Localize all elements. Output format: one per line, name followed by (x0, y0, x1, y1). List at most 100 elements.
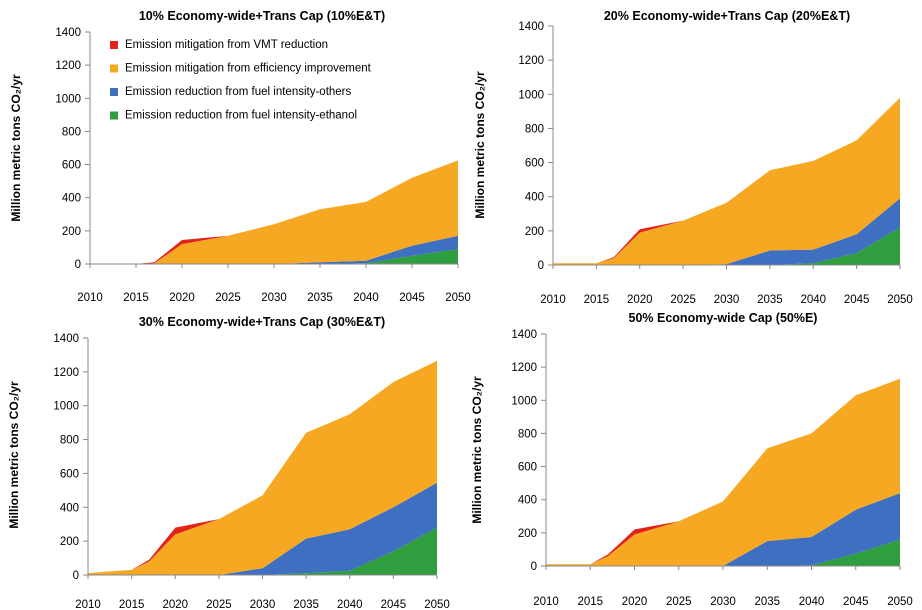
y-tick-label: 400 (62, 193, 81, 205)
chart-panel-2: 0 200 400 600 800 1000 1200 1400 2010 2015 2020 202… (473, 9, 913, 306)
y-tick-label: 1400 (511, 329, 537, 341)
y-tick-label: 0 (531, 561, 537, 573)
area-series-3 (90, 160, 458, 264)
y-tick-label: 200 (60, 536, 79, 548)
y-tick-label: 200 (525, 226, 544, 238)
x-tick-label: 2030 (250, 599, 276, 610)
legend-label: Emission reduction from fuel intensity-o… (125, 86, 352, 98)
x-tick-label: 2025 (666, 596, 692, 608)
x-tick-label: 2040 (799, 596, 825, 608)
x-tick-label: 2035 (307, 292, 333, 304)
x-tick-label: 2030 (714, 294, 740, 306)
y-tick-label: 200 (62, 226, 81, 238)
x-tick-label: 2045 (843, 596, 869, 608)
y-tick-label: 200 (518, 528, 537, 540)
legend-swatch (110, 64, 118, 73)
legend-swatch (110, 88, 118, 96)
x-tick-label: 2010 (540, 294, 566, 306)
y-tick-label: 1000 (511, 395, 537, 407)
legend-swatch (110, 41, 118, 49)
y-tick-label: 1000 (518, 89, 544, 101)
y-tick-label: 1000 (53, 401, 79, 413)
y-tick-label: 400 (525, 192, 544, 204)
x-tick-label: 2030 (710, 596, 736, 608)
y-tick-label: 800 (62, 126, 81, 138)
x-tick-label: 2025 (206, 599, 232, 610)
chart-title: 30% Economy-wide+Trans Cap (30%E&T) (139, 315, 385, 329)
x-tick-label: 2040 (800, 294, 826, 306)
y-tick-label: 600 (62, 160, 81, 172)
chart-title: 10% Economy-wide+Trans Cap (10%E&T) (139, 9, 385, 23)
x-tick-label: 2035 (754, 596, 780, 608)
area-series-1 (546, 539, 900, 566)
chart-panel-1: 0 200 400 600 800 1000 1200 1400 2010 2015 2020 202… (9, 9, 471, 304)
legend-label: Emission reduction from fuel intensity-e… (125, 110, 357, 122)
area-series-1 (88, 527, 437, 575)
x-tick-label: 2015 (584, 294, 610, 306)
x-tick-label: 2015 (123, 292, 149, 304)
y-tick-label: 400 (60, 502, 79, 514)
y-tick-label: 1400 (518, 21, 544, 33)
x-tick-label: 2030 (261, 292, 287, 304)
x-tick-label: 2045 (399, 292, 425, 304)
area-series-2 (546, 493, 900, 566)
legend: Emission mitigation from VMT reduction Em… (110, 39, 372, 122)
x-tick-label: 2020 (627, 294, 653, 306)
x-tick-label: 2045 (844, 294, 870, 306)
x-tick-label: 2050 (424, 599, 450, 610)
chart-title: 50% Economy-wide Cap (50%E) (629, 311, 818, 325)
x-tick-label: 2020 (169, 292, 195, 304)
area-series-3 (546, 378, 900, 566)
area-series-3 (553, 97, 900, 265)
area-series-1 (90, 249, 458, 264)
y-tick-label: 1400 (55, 27, 81, 39)
x-tick-label: 2010 (75, 599, 101, 610)
x-tick-label: 2040 (353, 292, 379, 304)
x-tick-label: 2040 (337, 599, 363, 610)
x-tick-label: 2050 (887, 596, 913, 608)
x-tick-label: 2020 (162, 599, 188, 610)
y-tick-label: 600 (518, 462, 537, 474)
x-tick-label: 2045 (381, 599, 407, 610)
area-series-1 (553, 227, 900, 265)
x-tick-label: 2025 (670, 294, 696, 306)
y-tick-label: 1000 (55, 93, 81, 105)
y-axis-label: Million metric tons CO₂/yr (7, 381, 21, 529)
x-tick-label: 2010 (77, 292, 103, 304)
legend-label: Emission mitigation from efficiency impr… (125, 63, 372, 75)
x-tick-label: 2035 (293, 599, 319, 610)
y-axis-label: Million metric tons CO₂/yr (470, 376, 484, 524)
y-tick-label: 1400 (53, 333, 79, 345)
chart-title: 20% Economy-wide+Trans Cap (20%E&T) (604, 9, 850, 23)
x-tick-label: 2035 (757, 294, 783, 306)
x-tick-label: 2015 (119, 599, 145, 610)
y-tick-label: 800 (525, 123, 544, 135)
y-axis-label: Million metric tons CO₂/yr (473, 71, 487, 219)
y-tick-label: 1200 (518, 55, 544, 67)
x-tick-label: 2010 (533, 596, 559, 608)
y-tick-label: 600 (60, 468, 79, 480)
area-series-2 (88, 482, 437, 575)
legend-swatch (110, 111, 118, 120)
x-tick-label: 2020 (622, 596, 648, 608)
legend-label: Emission mitigation from VMT reduction (125, 39, 328, 51)
x-tick-label: 2050 (887, 294, 913, 306)
y-tick-label: 1200 (55, 60, 81, 72)
y-axis-label: Million metric tons CO₂/yr (9, 74, 23, 222)
area-series-3 (88, 360, 437, 575)
y-tick-label: 600 (525, 158, 544, 170)
y-tick-label: 1200 (511, 362, 537, 374)
y-tick-label: 0 (75, 259, 81, 271)
x-tick-label: 2050 (445, 292, 471, 304)
y-tick-label: 400 (518, 495, 537, 507)
y-tick-label: 0 (73, 570, 79, 582)
x-tick-label: 2015 (577, 596, 603, 608)
y-tick-label: 800 (518, 428, 537, 440)
y-tick-label: 800 (60, 435, 79, 447)
x-tick-label: 2025 (215, 292, 241, 304)
y-tick-label: 1200 (53, 367, 79, 379)
chart-panel-3: 0 200 400 600 800 1000 1200 1400 2010 2015 2020 202… (7, 315, 450, 610)
chart-panel-4: 0 200 400 600 800 1000 1200 1400 2010 2015 2020 202… (470, 311, 913, 608)
y-tick-label: 0 (538, 260, 544, 272)
